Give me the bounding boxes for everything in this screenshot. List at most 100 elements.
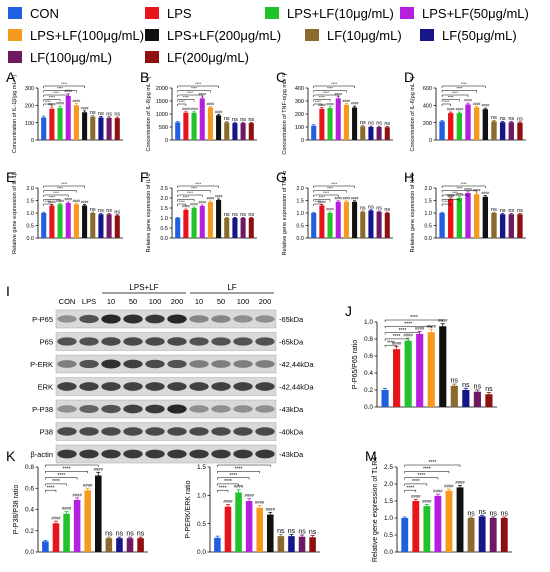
bar [439,213,445,238]
bar [485,394,493,407]
y-tick-label: 0 [429,138,432,144]
y-tick-label: 2.0 [26,186,34,192]
bar [42,541,49,552]
blot-band [255,405,275,413]
significance-bracket [441,94,469,97]
bar-annotation: ns [116,531,124,538]
bar [98,214,104,238]
panel-letter: B [140,69,149,85]
legend-label: LPS+LF(100μg/mL) [30,28,144,43]
y-tick-label: 600 [423,86,432,92]
bar [175,122,181,140]
bar [207,107,213,140]
significance-mark: **** [195,82,201,86]
bar-annotation: ns [90,110,96,116]
bar-annotation: #### [72,492,82,497]
bar [267,514,274,552]
bar [319,205,325,238]
bar-annotation: ns [98,111,104,117]
y-tick-label: 400 [295,86,304,92]
bar [467,518,475,552]
chart-j: J0.00.20.40.60.81.0P-P65/P65 ratio ######… [345,303,497,411]
y-tick-label: 2000 [156,86,168,92]
blot-band [57,427,77,436]
bar [412,501,420,552]
lane-label: 200 [259,297,272,306]
bar-annotation: #### [351,102,359,106]
y-axis-label: P-P38/P38 ratio [13,485,20,535]
legend-swatch [145,7,159,19]
bar [434,495,442,552]
bar [191,112,197,140]
bar [49,205,55,238]
blot-strip [55,422,277,441]
bar-annotation: ns [376,121,382,127]
blot-band [145,314,165,324]
bar [500,518,508,552]
bar-annotation: #### [411,494,421,499]
blot-band [255,449,275,459]
significance-mark: **** [45,200,51,204]
blot-band [233,427,253,436]
lane-label: 200 [171,297,184,306]
blot-size-label: -42,44kDa [279,383,314,392]
blot-band [167,359,187,369]
blot-band [255,315,275,323]
y-tick-label: 0 [301,138,304,144]
blot-band [123,359,143,369]
bar [508,122,514,140]
lane-label: 10 [195,297,203,306]
blot-band [79,382,99,391]
bar-annotation: #### [464,187,472,191]
significance-mark: **** [423,467,431,473]
y-tick-label: 0.4 [25,507,34,514]
legend-label: LPS+LF(10μg/mL) [287,6,394,21]
blot-band [79,359,99,369]
significance-bracket [43,90,77,93]
lane-label: 100 [149,297,162,306]
y-tick-label: 1.0 [364,319,373,326]
y-tick-label: 1500 [156,99,168,105]
blot-row-label: P-P38 [32,405,53,414]
panel-letter: I [6,283,10,299]
bar [214,537,221,552]
y-tick-label: 1.0 [160,216,168,222]
y-tick-label: 1.5 [197,464,206,471]
bar-annotation: ns [137,531,145,538]
significance-bracket [404,477,439,480]
blot-band [233,449,253,459]
blot-group-label: LF [227,283,236,292]
bar-annotation: #### [427,324,437,329]
bar-annotation: #### [215,110,223,114]
significance-bracket [313,103,323,106]
y-tick-label: 500 [159,125,168,131]
bar-annotation: #### [473,102,481,106]
bar [360,211,366,238]
bar [384,127,390,140]
blot-strip [55,399,277,419]
bar-annotation: ns [298,529,306,536]
blot-band [211,337,231,346]
panel-letter: F [140,169,149,185]
significance-bracket [43,190,77,193]
blot-band [57,337,77,346]
bar-annotation: #### [182,107,190,111]
bar-annotation: ns [277,528,285,535]
y-tick-label: 0.5 [197,521,206,528]
chart-c: C 0 100 200 300 400 Concentration of TNF-α(pg … [276,69,393,155]
bar [175,218,181,238]
y-tick-label: 2.0 [384,481,393,488]
significance-mark: **** [331,182,337,186]
significance-bracket [441,90,477,93]
legend-label: LPS+LF(200μg/mL) [167,28,281,43]
significance-mark: **** [57,473,65,479]
blot-band [167,427,187,436]
bar-annotation: #### [403,333,413,338]
blot-band [167,449,187,459]
y-tick-label: 0.2 [364,387,373,394]
blot-band [167,314,187,324]
bar [90,116,96,140]
bar [352,201,358,238]
bar [224,122,230,140]
